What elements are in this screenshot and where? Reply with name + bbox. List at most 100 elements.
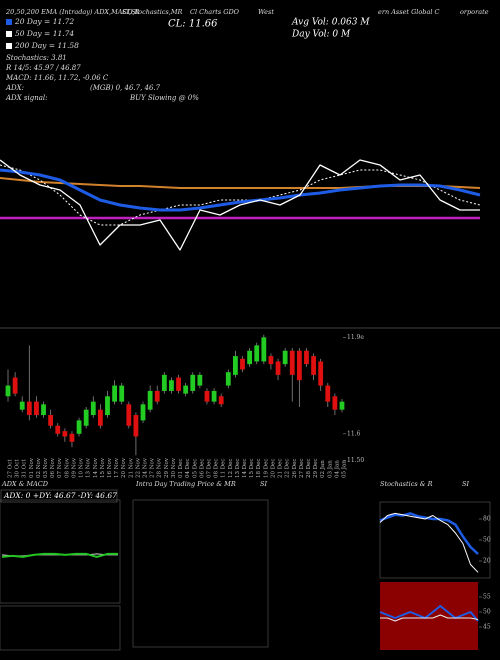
x-tick-label: 28 Dec [306,459,312,479]
x-tick-label: 20 Nov [121,457,127,478]
annotation: ADX signal: [5,94,47,102]
x-tick-label: 08 Nov [64,457,70,478]
x-tick-label: 12 Dec [228,459,234,479]
y-tick-label: 50 [483,609,491,616]
annotation: (MGB) 0, 46.7, 46.7 [90,84,161,92]
candle-body [112,385,117,402]
legend-label: 50 Day = 11.74 [15,29,74,38]
candle-body [190,374,196,391]
close-label: CL: 11.66 [168,19,218,30]
candle-body [176,377,181,391]
x-tick-label: 05 Dec [192,459,198,479]
candle-body [41,404,46,416]
panel-title-tail: SI [260,480,267,488]
volume-label: Day Vol: 0 M [291,30,351,40]
series-line [380,614,479,622]
series-line [0,159,480,251]
x-tick-label: 13 Dec [235,459,241,479]
header-text: 20,50,200 EMA (Intraday) ADX,MACD,R [5,8,139,16]
x-tick-label: 11 Dec [221,459,227,479]
x-tick-label: 03 Nov [43,457,49,478]
x-tick-label: 09 Nov [71,457,77,478]
x-tick-label: 16 Nov [107,457,113,478]
y-tick-label: 11.50 [347,457,364,464]
x-tick-label: 27 Oct [8,459,14,478]
candle-body [69,433,75,442]
candle-body [140,404,146,421]
candle-body [90,401,96,416]
annotation: Stochastics: 3.81 [6,54,67,62]
panel-subtitle: ADX: 0 +DY: 46.67 -DY: 46.67 [3,491,117,500]
panel-title-tail: SI [462,480,469,488]
legend-label: 200 Day = 11.58 [14,41,79,50]
y-tick-label: 55 [483,594,491,601]
y-tick-label: 20 [483,558,491,565]
x-tick-label: 17 Nov [114,457,120,478]
series-line [379,512,479,555]
candle-body [183,385,189,394]
candle-body [240,358,245,370]
series-line [379,605,479,622]
x-tick-label: 01 Nov [29,457,35,478]
candle-body [119,385,125,402]
x-tick-label: 28 Nov [157,457,163,478]
x-tick-label: 21 Dec [278,459,284,479]
x-tick-label: 03 Jan [327,460,333,478]
x-tick-label: 30 Oct [15,459,21,478]
candle-body [254,345,260,362]
x-tick-label: 05 Jan [342,460,348,478]
legend-swatch [6,19,12,25]
candle-body [282,350,288,365]
candle-body [133,415,139,437]
x-tick-label: 02 Jan [320,460,326,478]
series-line [1,552,118,558]
x-tick-label: 15 Dec [249,459,255,479]
x-tick-label: 07 Nov [57,457,63,478]
candle-body [83,409,89,426]
legend-swatch [6,31,12,37]
header-text: West [258,8,274,16]
candle-body [211,390,217,402]
panel-frame [0,605,121,651]
x-tick-label: 14 Nov [93,457,99,478]
candle-body [76,420,82,434]
candle-body [48,415,54,426]
candle-body [304,350,309,365]
panel-frame [379,501,491,579]
x-tick-label: 04 Dec [185,459,191,479]
x-tick-label: 21 Nov [128,457,134,478]
candle-body [332,396,338,410]
y-tick-label: 50 [483,537,491,544]
x-tick-label: 15 Nov [100,457,106,478]
x-tick-label: 08 Dec [214,459,220,479]
x-tick-label: 07 Dec [206,459,212,479]
y-tick-label: 45 [483,624,491,631]
x-tick-label: 10 Nov [79,457,85,478]
candle-body [268,356,274,365]
x-tick-label: 22 Dec [285,459,291,479]
x-tick-label: 19 Dec [263,459,269,479]
x-tick-label: 02 Nov [36,457,42,478]
candle-body [289,350,295,375]
x-tick-label: 06 Nov [50,457,56,478]
panel-title: Stochastics & R [380,480,433,488]
candle-body [325,385,331,402]
candle-body [339,401,345,410]
candle-body [34,401,39,416]
x-tick-label: 29 Dec [313,459,319,479]
header-text: ern Asset Global C [378,8,439,16]
x-tick-label: 29 Nov [164,457,170,478]
annotation: R 14/5: 45.97 / 46.87 [5,64,81,72]
candle-body [311,356,316,375]
header-text: SI,Stochastics,MR [122,8,182,16]
candle-body [26,401,32,416]
candle-body [161,374,167,391]
candle-body [169,380,174,391]
series-line [0,168,481,212]
x-tick-label: 31 Oct [22,459,28,478]
candle-body [225,372,231,386]
candle-body [126,404,132,426]
x-tick-label: 26 Dec [292,459,298,479]
panel-frame [132,499,269,648]
